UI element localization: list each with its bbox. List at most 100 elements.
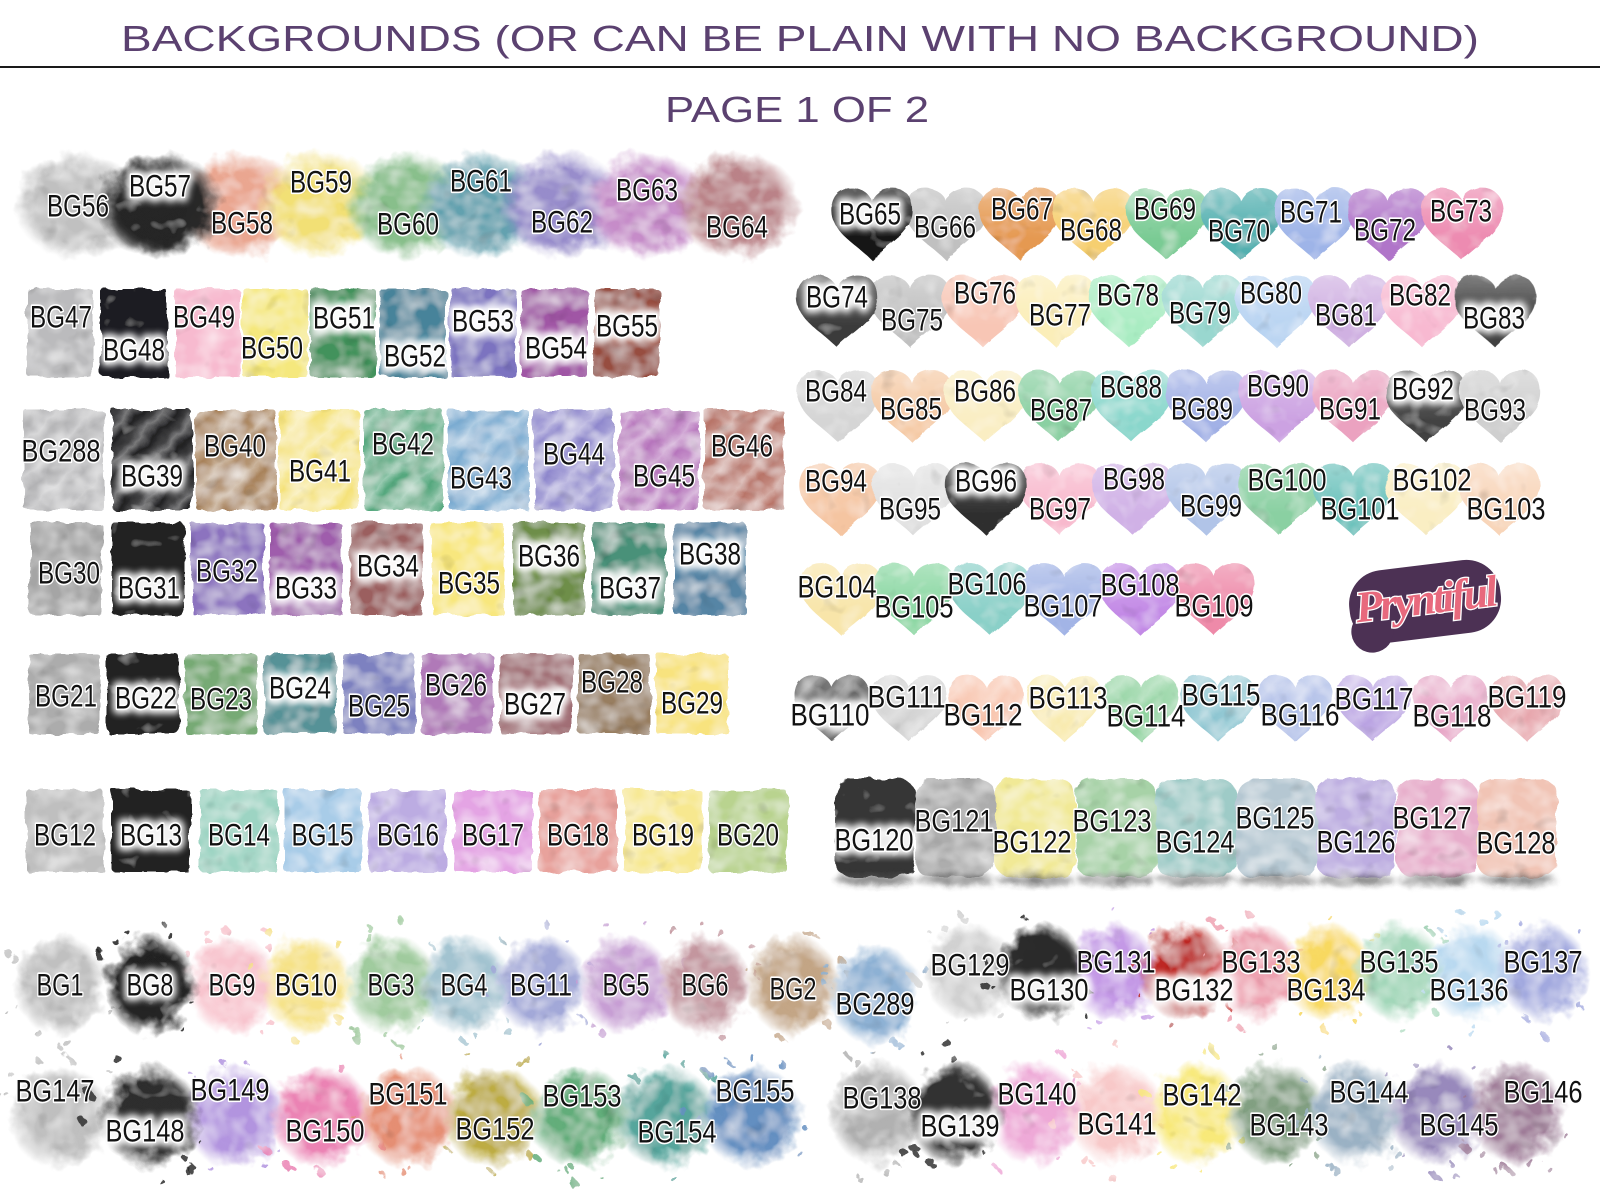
svg-text:BG59: BG59 (290, 164, 352, 200)
svg-text:BG75: BG75 (881, 302, 943, 338)
svg-text:BG23: BG23 (190, 681, 252, 717)
svg-text:BG78: BG78 (1097, 277, 1159, 313)
svg-text:BG49: BG49 (173, 299, 235, 335)
svg-text:BG116: BG116 (1261, 697, 1340, 733)
svg-text:BG143: BG143 (1250, 1107, 1329, 1143)
svg-text:BG123: BG123 (1073, 803, 1152, 839)
svg-text:BG24: BG24 (269, 670, 331, 706)
svg-text:BG152: BG152 (456, 1111, 535, 1147)
svg-text:BG131: BG131 (1077, 944, 1156, 980)
svg-text:BG65: BG65 (839, 196, 901, 232)
svg-text:BG139: BG139 (921, 1108, 1000, 1144)
svg-text:BG64: BG64 (706, 209, 768, 245)
svg-text:BG15: BG15 (292, 817, 354, 853)
svg-text:BG76: BG76 (954, 275, 1016, 311)
svg-text:BG110: BG110 (791, 697, 870, 733)
svg-text:BG8: BG8 (127, 967, 174, 1003)
svg-text:BG46: BG46 (711, 428, 773, 464)
svg-text:BG97: BG97 (1029, 491, 1091, 527)
svg-text:BG85: BG85 (880, 391, 942, 427)
svg-text:BG89: BG89 (1171, 391, 1233, 427)
svg-text:BG37: BG37 (599, 570, 661, 606)
svg-text:BG119: BG119 (1488, 679, 1567, 715)
svg-text:BG106: BG106 (948, 566, 1027, 602)
svg-text:BG289: BG289 (836, 986, 915, 1022)
svg-text:BG67: BG67 (991, 191, 1053, 227)
svg-text:BG88: BG88 (1100, 369, 1162, 405)
svg-text:BG13: BG13 (120, 817, 182, 853)
svg-text:BG17: BG17 (462, 817, 524, 853)
svg-text:BG98: BG98 (1103, 461, 1165, 497)
svg-text:BG55: BG55 (596, 308, 658, 344)
svg-text:BG113: BG113 (1029, 680, 1108, 716)
svg-text:BG28: BG28 (581, 664, 643, 700)
svg-text:BG109: BG109 (1175, 588, 1254, 624)
svg-text:BG36: BG36 (518, 538, 580, 574)
svg-text:BG39: BG39 (121, 458, 183, 494)
svg-text:BG52: BG52 (384, 338, 446, 374)
svg-text:BG41: BG41 (289, 453, 351, 489)
svg-text:BG128: BG128 (1477, 825, 1556, 861)
svg-text:BG81: BG81 (1315, 297, 1377, 333)
svg-text:BG11: BG11 (510, 967, 572, 1003)
svg-text:BG91: BG91 (1319, 391, 1381, 427)
svg-text:BG25: BG25 (348, 688, 410, 724)
svg-text:BG77: BG77 (1029, 297, 1091, 333)
svg-text:BG96: BG96 (955, 463, 1017, 499)
svg-text:BACKGROUNDS (OR CAN BE PLAIN W: BACKGROUNDS (OR CAN BE PLAIN WITH NO BAC… (121, 18, 1479, 59)
svg-text:BG74: BG74 (806, 279, 868, 315)
svg-text:BG8: BG8 (127, 967, 174, 1003)
svg-text:BG84: BG84 (805, 373, 867, 409)
svg-text:BG83: BG83 (1463, 300, 1525, 336)
svg-text:BG127: BG127 (1393, 800, 1472, 836)
svg-text:BG86: BG86 (954, 373, 1016, 409)
svg-text:BG22: BG22 (115, 680, 177, 716)
svg-text:BG112: BG112 (944, 697, 1023, 733)
svg-text:BG129: BG129 (931, 947, 1010, 983)
svg-text:BG26: BG26 (425, 667, 487, 703)
svg-text:BG87: BG87 (1030, 392, 1092, 428)
svg-text:BG73: BG73 (1430, 193, 1492, 229)
svg-text:BG63: BG63 (616, 172, 678, 208)
svg-text:BG115: BG115 (1182, 677, 1261, 713)
svg-text:BG38: BG38 (679, 536, 741, 572)
svg-text:BG139: BG139 (921, 1108, 1000, 1144)
svg-text:BG122: BG122 (993, 824, 1072, 860)
svg-text:BG4: BG4 (441, 967, 488, 1003)
svg-text:BG44: BG44 (543, 436, 605, 472)
svg-text:BG29: BG29 (661, 685, 723, 721)
svg-text:BG47: BG47 (30, 299, 92, 335)
svg-text:BG66: BG66 (914, 209, 976, 245)
svg-text:BG92: BG92 (1392, 371, 1454, 407)
svg-text:BG111: BG111 (868, 679, 947, 715)
svg-text:BG16: BG16 (377, 817, 439, 853)
svg-text:BG14: BG14 (208, 817, 270, 853)
svg-text:BG58: BG58 (211, 205, 273, 241)
svg-text:BG9: BG9 (209, 967, 256, 1003)
svg-text:BG145: BG145 (1420, 1107, 1499, 1143)
svg-text:BG148: BG148 (106, 1113, 185, 1149)
svg-text:BG155: BG155 (716, 1073, 795, 1109)
svg-text:BG27: BG27 (504, 686, 566, 722)
svg-text:BG132: BG132 (1155, 972, 1234, 1008)
svg-text:BG1: BG1 (37, 967, 84, 1003)
svg-text:BG124: BG124 (1156, 824, 1235, 860)
svg-text:BG130: BG130 (1010, 972, 1089, 1008)
svg-text:BG62: BG62 (531, 204, 593, 240)
svg-text:BG32: BG32 (196, 553, 258, 589)
svg-text:BG33: BG33 (275, 570, 337, 606)
svg-text:BG53: BG53 (452, 303, 514, 339)
svg-text:BG55: BG55 (596, 308, 658, 344)
svg-text:BG65: BG65 (839, 196, 901, 232)
svg-text:BG3: BG3 (368, 967, 415, 1003)
svg-text:BG10: BG10 (275, 967, 337, 1003)
svg-text:BG82: BG82 (1389, 277, 1451, 313)
svg-text:BG21: BG21 (35, 678, 97, 714)
svg-text:BG79: BG79 (1169, 295, 1231, 331)
svg-text:BG121: BG121 (915, 803, 994, 839)
svg-text:BG151: BG151 (369, 1076, 448, 1112)
svg-text:BG140: BG140 (998, 1076, 1077, 1112)
svg-text:BG136: BG136 (1430, 972, 1509, 1008)
svg-text:BG99: BG99 (1180, 488, 1242, 524)
svg-text:BG149: BG149 (191, 1072, 270, 1108)
